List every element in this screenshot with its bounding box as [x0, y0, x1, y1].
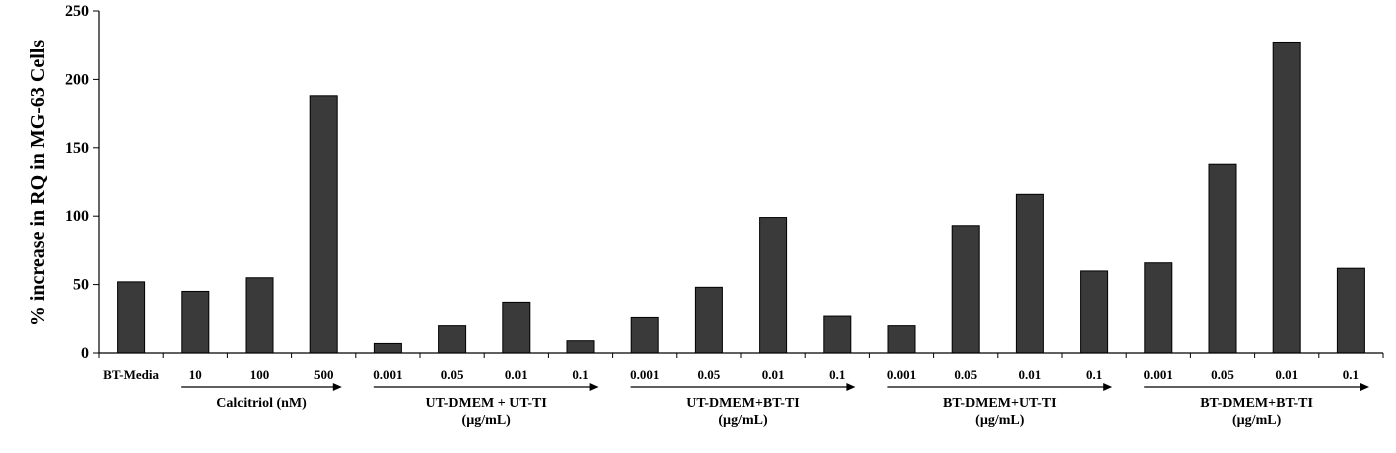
bar [630, 316, 659, 354]
x-axis: BT-Media 10 100 500 0.001 0.05 0.01 0.1 0.001 0.0… [98, 352, 1384, 382]
x-tick-label: 0.001 [1144, 367, 1173, 382]
x-tick-label: 0.001 [630, 367, 659, 382]
x-tick-label: 10 [189, 367, 202, 382]
x-tick-label: 0.1 [572, 367, 588, 382]
x-tick-label: 0.1 [1343, 367, 1359, 382]
x-tick-label: 500 [314, 367, 334, 382]
group-arrow-head [332, 383, 342, 391]
x-tick-label: 0.05 [698, 367, 721, 382]
group-label: (µg/mL) [462, 413, 512, 428]
x-tick-label: BT-Media [103, 367, 159, 382]
bar [309, 95, 338, 354]
bar [1015, 193, 1044, 354]
y-tick-label: 200 [65, 71, 89, 88]
x-tick-label: 0.1 [829, 367, 845, 382]
group-label: (µg/mL) [718, 413, 768, 428]
group-label: Calcitriol (nM) [216, 396, 307, 411]
x-tick-label: 0.001 [373, 367, 402, 382]
group-label: UT-DMEM+BT-TI [686, 396, 800, 411]
group-arrow-head [1360, 383, 1369, 391]
bar [694, 286, 723, 354]
group-label: BT-DMEM+BT-TI [1200, 396, 1313, 411]
x-tick-label: 0.01 [1275, 367, 1298, 382]
bar [502, 301, 531, 354]
y-tick-label: 150 [65, 140, 89, 157]
bar [373, 342, 402, 354]
bar [181, 290, 210, 354]
group-arrow-head [1103, 383, 1113, 391]
group-label: UT-DMEM + UT-TI [426, 396, 547, 411]
y-axis-label: % increase in RQ in MG-63 Cells [27, 40, 49, 326]
y-tick-label: 250 [65, 3, 89, 20]
bar [438, 325, 467, 354]
y-tick-label: 100 [65, 208, 89, 225]
x-tick-label: 0.05 [954, 367, 977, 382]
bar [1208, 163, 1237, 354]
x-tick-label: 0.001 [887, 367, 916, 382]
bar [1144, 262, 1173, 354]
x-tick-label: 0.01 [1019, 367, 1042, 382]
bar [1080, 270, 1109, 354]
bar [823, 315, 852, 354]
bar [1272, 41, 1301, 354]
bar [887, 325, 916, 354]
group-label: (µg/mL) [1232, 413, 1282, 428]
bar [245, 277, 274, 354]
y-tick-label: 50 [73, 277, 89, 294]
x-tick-label: 100 [250, 367, 270, 382]
x-tick-label: 0.01 [762, 367, 785, 382]
x-tick-label: 0.05 [1211, 367, 1234, 382]
group-label: (µg/mL) [975, 413, 1025, 428]
bar [1336, 267, 1365, 354]
group-arrow-head [846, 383, 856, 391]
bar [759, 217, 788, 354]
bar [951, 225, 980, 354]
bar [566, 340, 595, 354]
bars [117, 41, 1365, 354]
x-tick-label: 0.1 [1086, 367, 1102, 382]
x-tick-label: 0.05 [441, 367, 464, 382]
group-labels: Calcitriol (nM) UT-DMEM + UT-TI (µg/mL) UT-… [181, 383, 1369, 428]
group-arrow-head [589, 383, 599, 391]
y-tick-label: 0 [81, 345, 89, 362]
group-label: BT-DMEM+UT-TI [943, 396, 1057, 411]
x-tick-label: 0.01 [505, 367, 528, 382]
bar [117, 281, 146, 354]
y-axis: 0 50 100 150 200 250 [65, 3, 100, 362]
